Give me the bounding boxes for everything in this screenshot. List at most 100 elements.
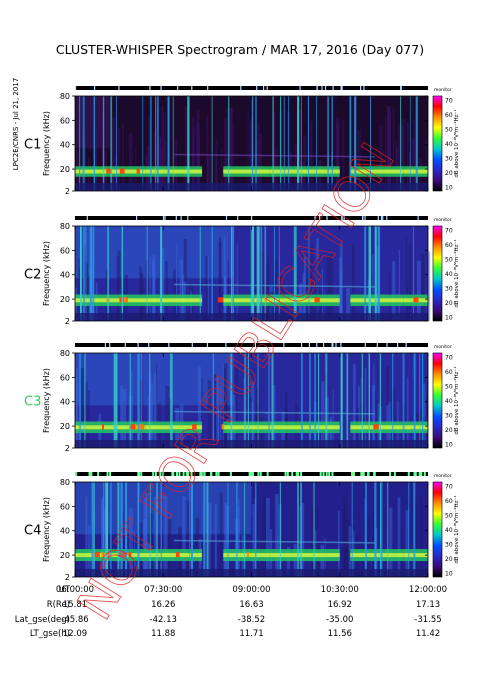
interference-spike	[103, 482, 105, 577]
broadband-emission-region	[75, 226, 234, 279]
ephemeris-value: -31.55	[414, 615, 441, 625]
interference-spike	[250, 226, 253, 321]
spectral-texture	[284, 418, 288, 448]
spectral-texture	[161, 248, 165, 321]
interference-spike	[120, 482, 123, 577]
mode-tick	[400, 86, 402, 90]
interference-spike	[149, 353, 151, 448]
mode-tick	[300, 472, 303, 476]
mode-tick	[299, 86, 301, 90]
interference-spike	[125, 482, 128, 577]
mode-tick	[340, 86, 342, 90]
interference-spike	[279, 482, 281, 577]
interference-spike	[247, 353, 249, 448]
harmonic-line	[173, 153, 376, 158]
spectral-texture	[196, 122, 200, 191]
mode-tick	[172, 472, 175, 476]
y-tick-label: 60	[60, 502, 70, 511]
interference-spike	[203, 482, 206, 577]
spectral-texture	[413, 119, 415, 191]
colorbar-label: dB above 10⁻⁸V²m⁻²Hz⁻¹	[453, 239, 460, 307]
ephemeris-row-label: UT	[59, 585, 71, 595]
interference-spike	[255, 482, 257, 577]
spectral-texture	[83, 255, 87, 321]
spectral-texture	[425, 393, 428, 448]
plasma-band-peak	[269, 425, 340, 430]
spectral-texture	[227, 260, 229, 321]
spectral-texture	[256, 389, 259, 448]
spectral-texture	[267, 500, 270, 577]
interference-spike	[257, 353, 259, 448]
interference-spike	[374, 226, 377, 321]
y-tick-label: 60	[60, 373, 70, 382]
colorbar-tick-label: 20	[445, 427, 453, 434]
spectral-texture	[340, 270, 343, 321]
colorbar-tick-label: 10	[445, 442, 453, 449]
spectral-texture	[397, 497, 401, 577]
ephemeris-value: -42.13	[150, 615, 177, 625]
ephemeris-value: 17.13	[416, 600, 440, 610]
interference-spike	[378, 226, 381, 321]
colorbar-tick-label: 50	[445, 257, 453, 264]
plasma-band-peak	[75, 425, 146, 430]
interference-spike	[256, 226, 258, 321]
spectral-texture	[335, 117, 340, 191]
spectral-texture	[310, 243, 314, 321]
mode-tick	[159, 472, 162, 476]
interference-spike	[149, 482, 151, 577]
spectral-texture	[223, 363, 228, 448]
interference-spike	[146, 226, 148, 321]
interference-spike	[106, 482, 109, 577]
spectral-texture	[341, 245, 343, 321]
spectral-texture	[380, 388, 383, 448]
spectral-texture	[192, 127, 195, 191]
mode-tick	[187, 472, 190, 476]
spectral-texture	[372, 511, 376, 577]
mode-tick	[343, 216, 345, 220]
spectral-texture	[408, 245, 412, 321]
mode-tick	[250, 472, 253, 476]
mode-tick	[418, 472, 421, 476]
y-tick-label: 80	[60, 478, 70, 487]
spectral-texture	[250, 381, 255, 448]
interference-spike	[121, 226, 123, 321]
y-tick-label: 20	[60, 551, 70, 560]
spectral-texture	[219, 492, 223, 577]
ephemeris-value: 12.09	[63, 629, 87, 639]
interference-spike	[257, 226, 260, 321]
x-tick-label: 06:00:00	[56, 585, 94, 595]
ephemeris-value: 16.63	[239, 600, 263, 610]
mode-tick	[296, 472, 299, 476]
mode-tick	[340, 343, 342, 347]
spectral-texture	[176, 244, 178, 321]
spectral-texture	[224, 367, 227, 448]
spectral-texture	[150, 382, 154, 448]
interference-spike	[110, 482, 112, 577]
interference-spike	[413, 226, 414, 321]
emission-hotspot	[102, 424, 104, 430]
interference-spike	[93, 482, 95, 577]
interference-spike	[114, 353, 117, 448]
plasma-band-peak	[350, 169, 404, 174]
spectral-texture	[217, 408, 220, 448]
colorbar-label: dB above 10⁻⁸V²m⁻²Hz⁻¹	[453, 495, 460, 563]
mode-tick	[362, 216, 364, 220]
mode-tick	[175, 216, 177, 220]
mode-tick	[177, 86, 179, 90]
interference-spike	[117, 482, 120, 577]
spectral-texture	[389, 507, 393, 577]
plasma-band-peak	[403, 553, 428, 558]
interference-spike	[313, 482, 315, 577]
ephemeris-row-label: LT_gse(h)	[30, 629, 70, 639]
plasma-band-peak	[145, 298, 203, 303]
mode-tick	[413, 472, 416, 476]
spectral-texture	[197, 134, 201, 191]
mode-tick	[362, 472, 365, 476]
interference-spike	[364, 226, 367, 321]
interference-spike	[79, 96, 81, 191]
spectral-texture	[78, 257, 80, 321]
spectral-texture	[235, 366, 238, 448]
spectral-texture	[184, 500, 187, 577]
spectral-texture	[223, 365, 225, 448]
